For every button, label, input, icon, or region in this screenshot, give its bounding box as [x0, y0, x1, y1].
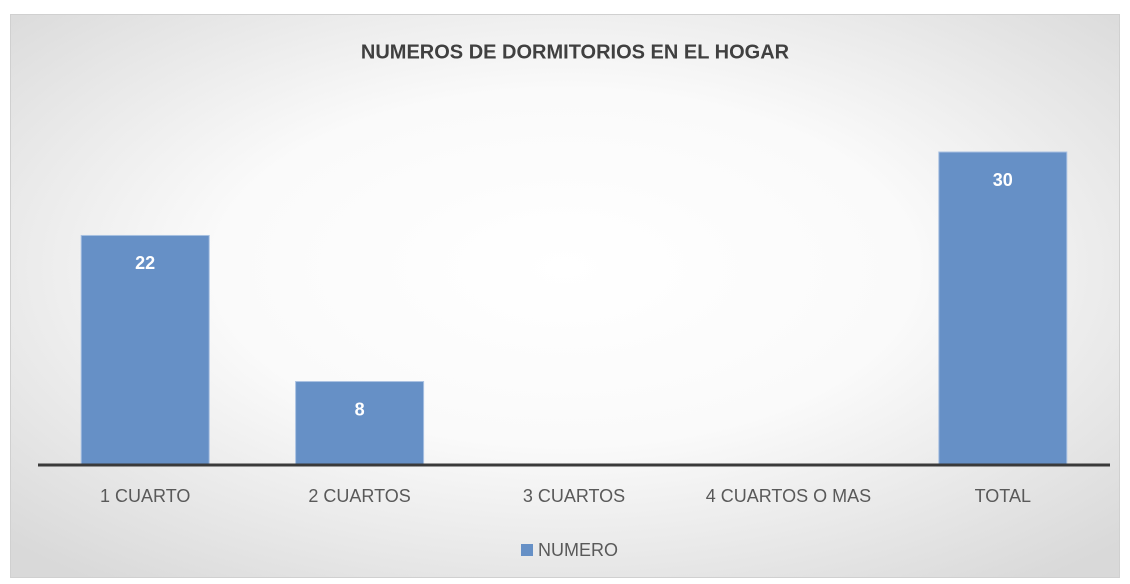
bar	[295, 381, 425, 466]
x-tick-label: 4 CUARTOS O MAS	[706, 486, 871, 506]
chart-title: NUMEROS DE DORMITORIOS EN EL HOGAR	[361, 41, 790, 63]
x-tick-label: 1 CUARTO	[100, 486, 190, 506]
legend-label: NUMERO	[538, 540, 618, 560]
data-label: 8	[355, 399, 365, 419]
data-label: 30	[993, 170, 1013, 190]
data-label: 22	[135, 253, 155, 273]
x-tick-label: 3 CUARTOS	[523, 486, 625, 506]
bar	[938, 151, 1068, 466]
legend-swatch	[521, 544, 533, 556]
x-tick-label: 2 CUARTOS	[308, 486, 410, 506]
x-tick-label: TOTAL	[975, 486, 1031, 506]
bar	[80, 234, 210, 466]
